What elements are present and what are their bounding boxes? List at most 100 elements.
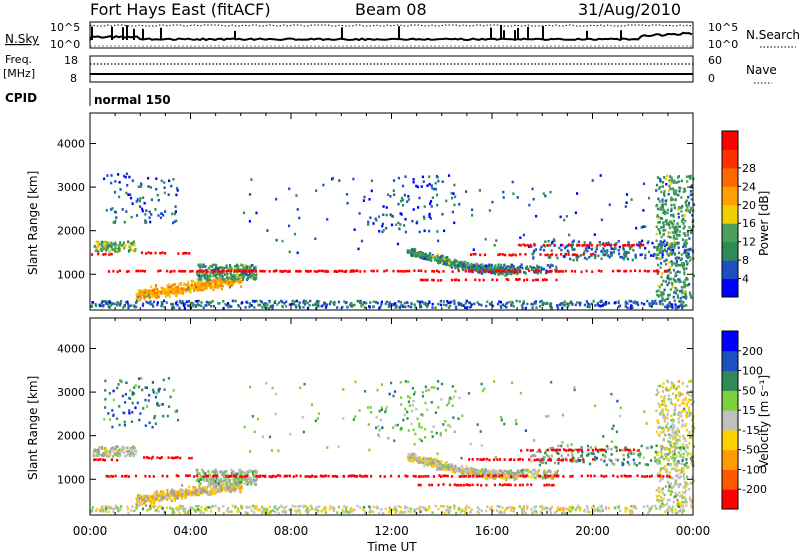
range-gate-cell <box>261 300 264 304</box>
range-gate-cell <box>261 269 264 273</box>
range-gate-cell <box>489 265 493 269</box>
range-gate-cell <box>626 257 629 261</box>
range-gate-cell <box>420 185 423 188</box>
range-gate-cell <box>175 507 178 510</box>
range-gate-cell <box>178 511 181 515</box>
range-gate-cell <box>486 469 490 472</box>
range-gate-cell <box>227 480 230 484</box>
range-gate-cell <box>201 490 204 494</box>
range-gate-cell <box>500 511 503 514</box>
range-gate-cell <box>328 302 331 306</box>
range-gate-cell <box>455 262 458 266</box>
range-gate-cell <box>175 493 178 496</box>
range-gate-cell <box>398 227 401 231</box>
range-gate-cell <box>489 476 492 480</box>
range-gate-cell <box>349 508 352 512</box>
range-gate-cell <box>222 300 225 303</box>
range-gate-cell <box>504 474 508 478</box>
range-gate-cell <box>370 269 373 273</box>
range-gate-cell <box>533 250 536 253</box>
range-gate-cell <box>683 290 686 294</box>
range-gate-cell <box>123 446 126 450</box>
range-gate-cell <box>479 475 482 478</box>
range-gate-cell <box>660 244 663 247</box>
range-gate-cell <box>561 306 564 310</box>
range-gate-cell <box>221 277 224 281</box>
range-gate-cell <box>390 223 394 227</box>
range-gate-cell <box>687 255 690 259</box>
range-gate-cell <box>521 266 524 270</box>
range-gate-cell <box>351 304 354 307</box>
range-gate-cell <box>202 263 205 267</box>
range-gate-cell <box>226 272 229 276</box>
range-gate-cell <box>231 299 234 303</box>
range-gate-cell <box>666 208 669 212</box>
range-gate-cell <box>414 454 417 458</box>
range-gate-cell <box>306 306 310 310</box>
range-gate-cell <box>508 300 511 304</box>
range-gate-cell <box>195 492 198 496</box>
range-gate-cell <box>381 230 384 234</box>
range-gate-cell <box>376 269 379 273</box>
range-gate-cell <box>675 511 678 515</box>
range-gate-cell <box>592 504 595 508</box>
range-gate-cell <box>385 269 388 272</box>
range-gate-cell <box>670 214 673 217</box>
range-gate-cell <box>234 488 237 492</box>
range-gate-cell <box>464 306 467 309</box>
range-gate-cell <box>446 505 449 508</box>
range-gate-cell <box>434 181 437 185</box>
range-gate-cell <box>629 247 632 251</box>
range-gate-cell <box>544 253 547 257</box>
range-gate-cell <box>125 210 128 213</box>
range-gate-cell <box>514 270 517 273</box>
range-gate-cell <box>491 200 494 204</box>
range-gate-cell <box>539 460 542 463</box>
range-gate-cell <box>116 445 119 448</box>
range-gate-cell <box>635 302 638 305</box>
range-gate-cell <box>182 304 186 307</box>
range-gate-cell <box>305 269 308 273</box>
range-gate-cell <box>683 463 686 467</box>
range-gate-cell <box>145 209 148 212</box>
range-gate-cell <box>500 306 503 309</box>
range-gate-cell <box>179 488 183 491</box>
range-gate-cell <box>217 483 220 487</box>
range-gate-cell <box>575 253 579 257</box>
range-gate-cell <box>670 245 673 249</box>
range-gate-cell <box>359 270 362 273</box>
range-gate-cell <box>451 470 454 473</box>
range-gate-cell <box>516 470 519 474</box>
range-gate-cell <box>447 174 451 177</box>
range-gate-cell <box>669 182 672 185</box>
range-gate-cell <box>222 280 225 284</box>
range-gate-cell <box>246 301 249 304</box>
range-gate-cell <box>493 243 496 247</box>
range-gate-cell <box>182 252 185 255</box>
range-gate-cell <box>606 249 609 252</box>
range-gate-cell <box>550 269 553 273</box>
range-gate-cell <box>133 449 136 453</box>
range-gate-cell <box>681 291 684 295</box>
range-gate-cell <box>497 273 500 276</box>
range-gate-cell <box>453 262 456 266</box>
range-gate-cell <box>547 455 550 458</box>
range-gate-cell <box>324 270 327 273</box>
range-gate-cell <box>105 241 108 245</box>
range-gate-cell <box>656 176 660 179</box>
range-gate-cell <box>164 295 167 299</box>
range-gate-cell <box>187 283 190 286</box>
range-gate-cell <box>207 506 210 509</box>
range-gate-cell <box>250 269 253 273</box>
range-gate-cell <box>681 204 684 208</box>
range-gate-cell <box>320 305 323 308</box>
range-gate-cell <box>662 241 665 244</box>
range-gate-cell <box>369 301 372 304</box>
range-gate-cell <box>663 212 667 216</box>
range-gate-cell <box>167 494 170 498</box>
range-gate-cell <box>421 251 424 255</box>
range-gate-cell <box>175 186 179 190</box>
range-gate-cell <box>134 248 137 251</box>
range-gate-cell <box>315 189 318 192</box>
range-gate-cell <box>306 301 309 305</box>
